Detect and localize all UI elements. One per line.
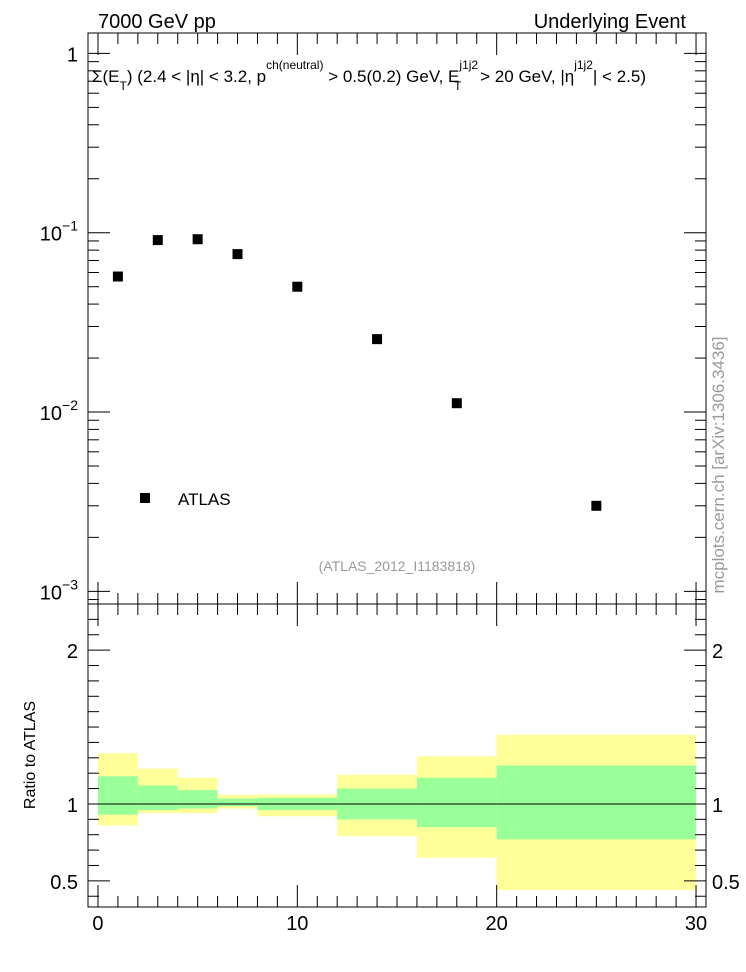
main-y-tick-label: 1 xyxy=(67,44,78,66)
ratio-y-tick-label: 1 xyxy=(67,795,78,817)
ratio-band-inner xyxy=(97,776,138,815)
data-point xyxy=(372,334,383,345)
main-y-tick-label: 10−1 xyxy=(40,218,78,246)
plot-label-part4: | < 2.5) xyxy=(593,67,646,86)
header-right: Underlying Event xyxy=(534,11,687,33)
ratio-band-inner xyxy=(137,785,178,811)
main-y-tick-label-base: 10 xyxy=(40,224,62,246)
ratio-y-tick-label-right: 2 xyxy=(712,641,723,663)
plot-label-sigma: Σ(E xyxy=(92,67,120,86)
x-tick-label: 0 xyxy=(92,913,103,935)
plot-label-part1: ) (2.4 < |η| < 3.2, p xyxy=(127,67,266,86)
x-tick-label: 10 xyxy=(286,913,308,935)
legend-label: ATLAS xyxy=(178,490,231,509)
main-y-tick-label-exp: −1 xyxy=(62,218,78,234)
ratio-y-tick-labels: 0.5 0.5 1 1 2 2 xyxy=(50,641,740,894)
analysis-id: (ATLAS_2012_I1183818) xyxy=(319,558,476,574)
plot-label-part2: > 0.5(0.2) GeV, E xyxy=(323,67,459,86)
main-frame xyxy=(87,32,707,605)
x-tick-label: 30 xyxy=(685,913,707,935)
plot-label-part3: > 20 GeV, |η xyxy=(475,67,574,86)
legend-marker xyxy=(140,493,150,503)
plot-label-sup-j2: j1j2 xyxy=(573,58,593,72)
main-y-tick-label-base: 10 xyxy=(40,582,62,604)
ratio-y-axis-label: Ratio to ATLAS xyxy=(22,701,39,809)
data-point xyxy=(591,500,602,511)
data-point xyxy=(192,234,203,245)
data-point xyxy=(232,249,243,260)
main-ticks xyxy=(88,33,706,604)
ratio-y-tick-label: 2 xyxy=(67,641,78,663)
main-y-tick-label-base: 10 xyxy=(40,403,62,425)
ratio-y-tick-label-right: 0.5 xyxy=(712,872,740,894)
plot-label-sup-ch: ch(neutral) xyxy=(266,58,323,72)
ratio-y-tick-label-right: 1 xyxy=(712,795,723,817)
x-tick-labels: 0 10 20 30 xyxy=(92,913,707,935)
main-y-tick-labels: 110−110−210−3 xyxy=(40,44,78,604)
ratio-y-tick-label: 0.5 xyxy=(50,872,78,894)
ratio-ticks xyxy=(88,604,706,907)
watermark: mcplots.cern.ch [arXiv:1306.3436] xyxy=(709,336,728,593)
ratio-band-inner xyxy=(177,790,218,809)
data-point xyxy=(292,281,303,292)
data-point xyxy=(152,235,163,246)
main-y-tick-label-exp: −3 xyxy=(62,576,78,592)
main-y-tick-label-exp: −2 xyxy=(62,397,78,413)
ratio-panel: 0.5 0.5 1 1 2 2 0 10 20 30 Ratio to ATLAS xyxy=(22,603,740,935)
x-tick-label: 20 xyxy=(486,913,508,935)
main-panel: 110−110−210−3 Σ(ET) (2.4 < |η| < 3.2, pc… xyxy=(40,32,707,605)
ratio-band-inner xyxy=(217,798,258,807)
main-y-tick-label: 10−3 xyxy=(40,576,78,604)
main-y-tick-label: 10−2 xyxy=(40,397,78,425)
data-point xyxy=(112,271,123,282)
header-left: 7000 GeV pp xyxy=(98,11,216,33)
ratio-band-inner xyxy=(496,765,697,840)
ratio-bands xyxy=(97,734,697,891)
plot-label-sup-j: j1j2 xyxy=(458,58,478,72)
plot-label: Σ(ET) (2.4 < |η| < 3.2, pch(neutral) > 0… xyxy=(92,58,646,93)
data-points xyxy=(112,234,602,511)
data-point xyxy=(451,398,462,409)
ratio-band-inner xyxy=(416,777,497,828)
plot-label-sub-t2: T xyxy=(454,79,462,93)
plot-label-sub-t: T xyxy=(120,79,128,93)
